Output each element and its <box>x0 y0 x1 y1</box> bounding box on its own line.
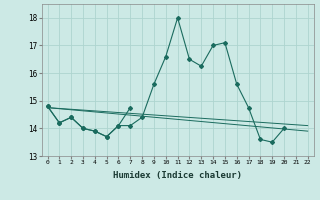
X-axis label: Humidex (Indice chaleur): Humidex (Indice chaleur) <box>113 171 242 180</box>
